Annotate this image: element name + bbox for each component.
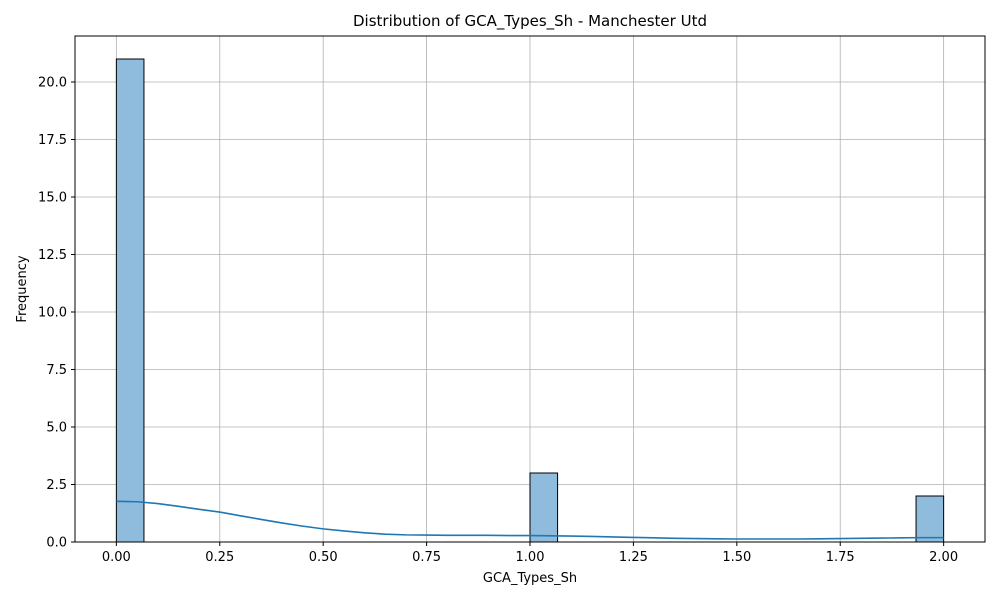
histogram-bar — [915, 495, 945, 543]
x-tick-label: 1.50 — [722, 550, 751, 565]
x-tick-label: 1.00 — [516, 550, 545, 565]
y-tick-label: 2.5 — [46, 478, 67, 493]
kde-line — [116, 500, 944, 540]
x-tick-label: 1.25 — [619, 550, 648, 565]
histogram-bar — [115, 58, 145, 543]
x-tick-label: 0.25 — [205, 550, 234, 565]
y-tick-label: 15.0 — [38, 191, 67, 206]
y-tick-label: 20.0 — [38, 76, 67, 91]
y-tick-label: 17.5 — [38, 133, 67, 148]
y-tick-label: 7.5 — [46, 363, 67, 378]
grid-layer — [75, 36, 985, 543]
y-axis-ticks: 0.0 2.5 5.0 7.5 10.0 12.5 15.0 17.5 20.0 — [38, 76, 75, 551]
kde-layer — [116, 500, 944, 540]
y-tick-label: 12.5 — [38, 248, 67, 263]
histogram-bar — [529, 472, 559, 543]
y-tick-label: 5.0 — [46, 421, 67, 436]
y-tick-label: 10.0 — [38, 306, 67, 321]
y-tick-label: 0.0 — [46, 536, 67, 551]
y-axis-label: Frequency — [15, 255, 30, 322]
x-tick-label: 0.75 — [412, 550, 441, 565]
x-tick-label: 1.75 — [826, 550, 855, 565]
x-tick-label: 0.50 — [309, 550, 338, 565]
x-tick-label: 0.00 — [102, 550, 131, 565]
x-axis-label: GCA_Types_Sh — [483, 571, 577, 586]
chart-title: Distribution of GCA_Types_Sh - Mancheste… — [353, 12, 707, 31]
bars-layer — [115, 58, 945, 543]
x-axis-ticks: 0.00 0.25 0.50 0.75 1.00 1.25 1.50 1.75 2.00 — [102, 542, 958, 565]
x-tick-label: 2.00 — [929, 550, 958, 565]
